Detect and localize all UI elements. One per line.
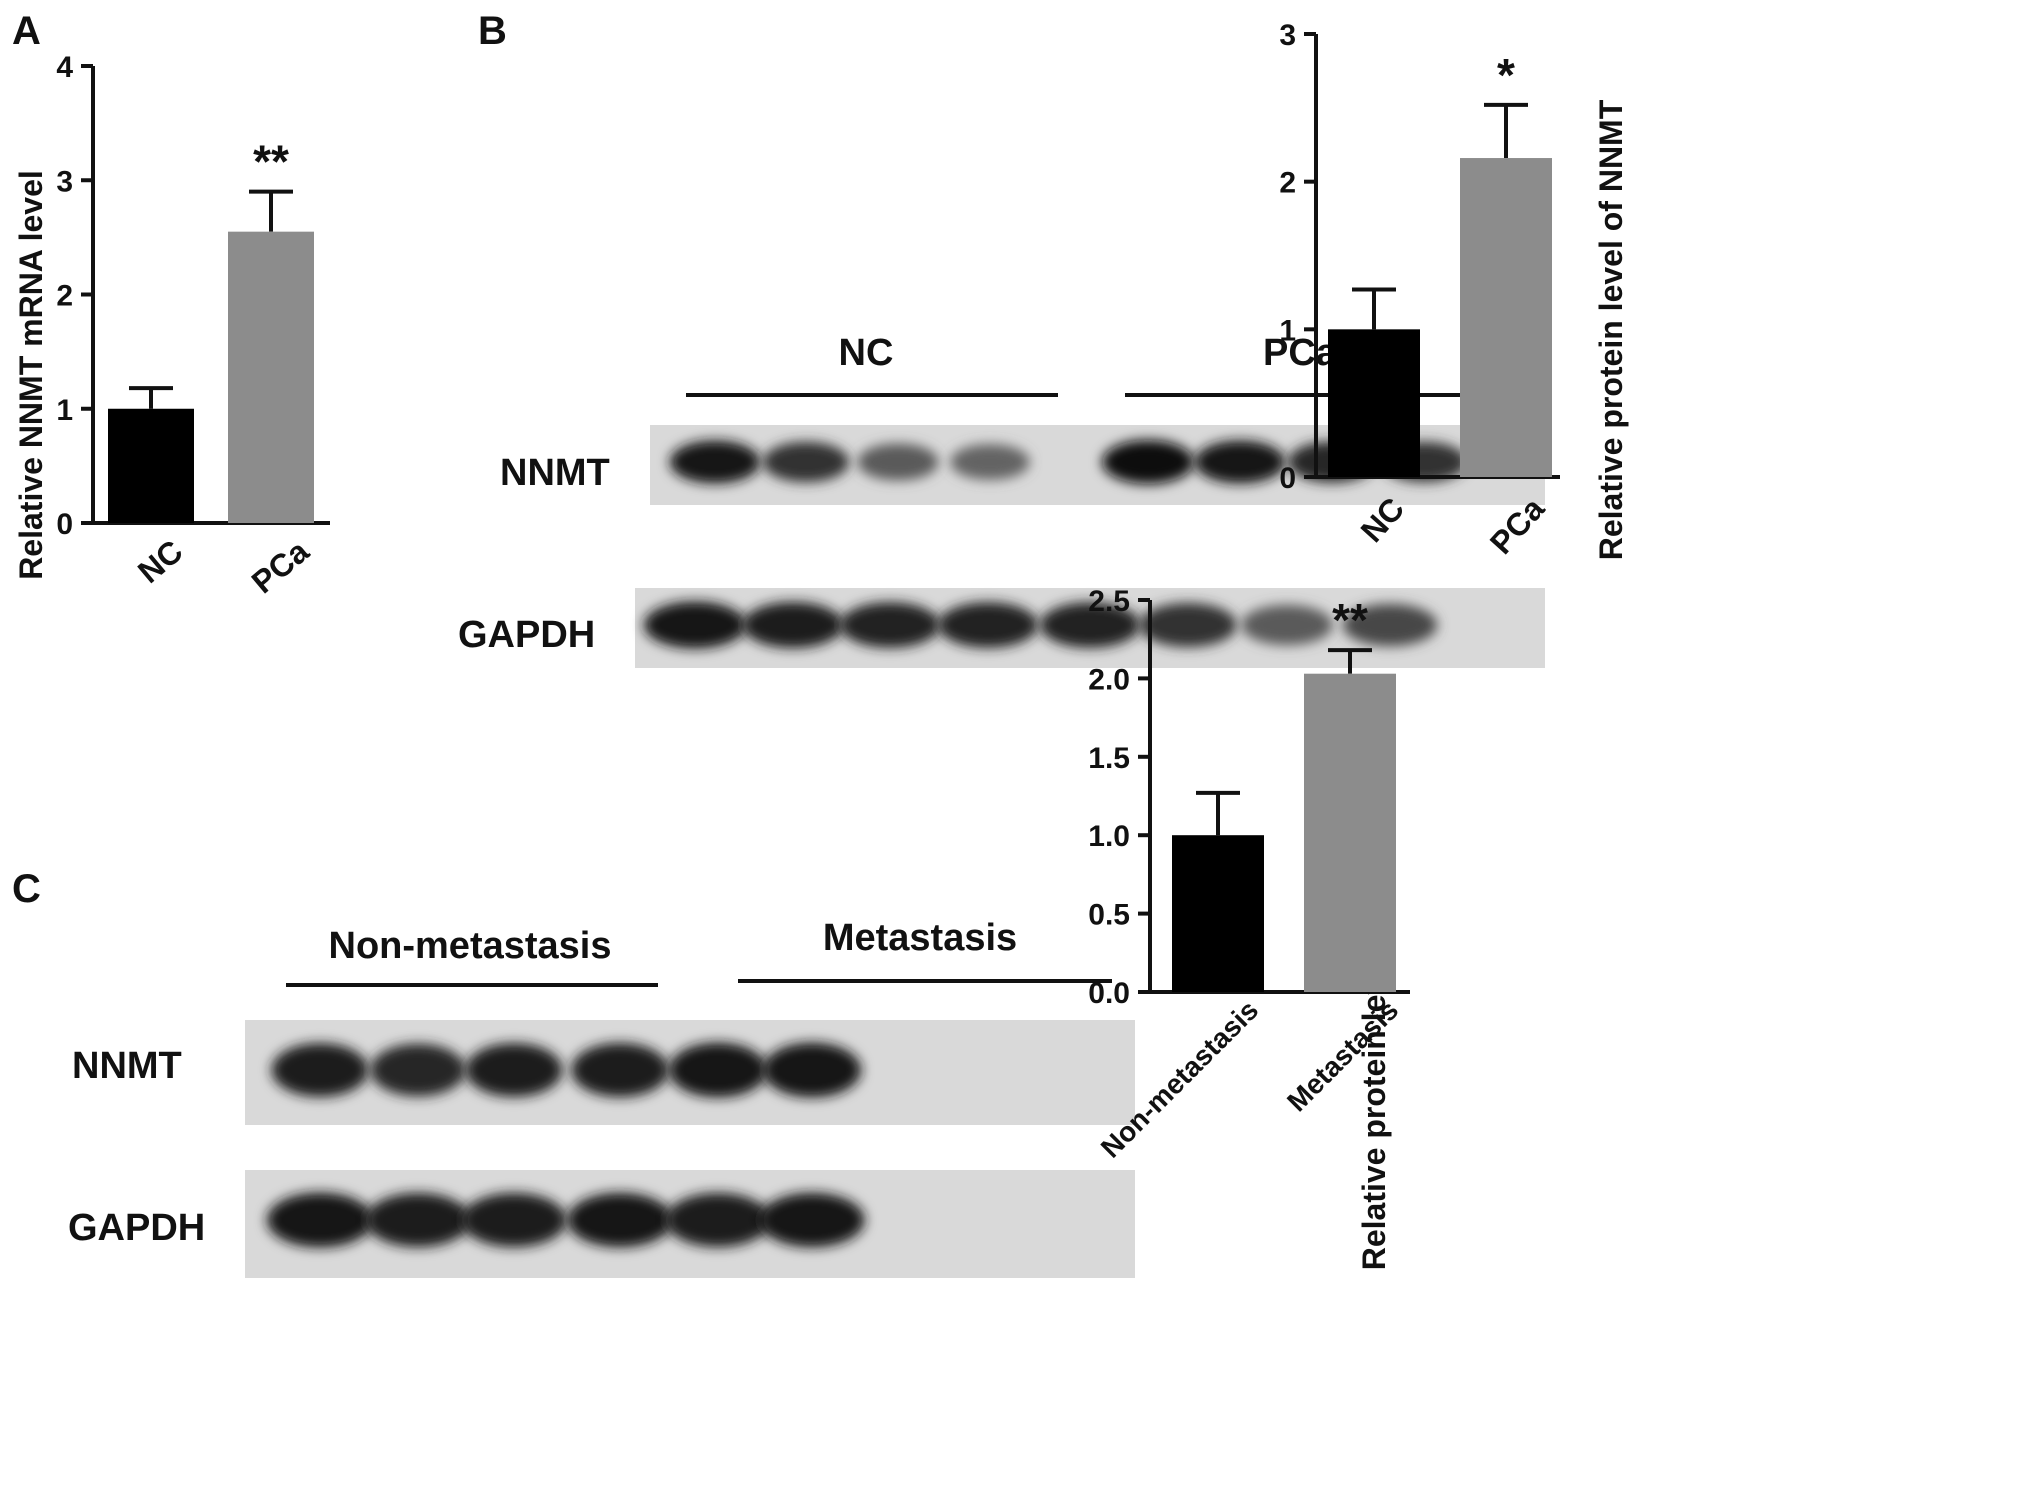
blot-c-nnmt-band bbox=[271, 1043, 369, 1097]
chart-a-y-tick-label: 0 bbox=[56, 508, 73, 541]
chart-b-y-tick-label: 1 bbox=[1279, 314, 1296, 347]
blot-b-row-label-nnmt: NNMT bbox=[500, 452, 610, 494]
blot-b-gapdh-band bbox=[643, 601, 747, 649]
blot-c-gapdh-band bbox=[665, 1192, 771, 1248]
blot-c-nnmt-band bbox=[762, 1042, 862, 1098]
blot-b-group-label-nc: NC bbox=[839, 332, 894, 374]
blot-b-gapdh-band bbox=[1139, 602, 1237, 648]
blot-c-nnmt-band bbox=[571, 1042, 669, 1098]
blot-b-gapdh-band bbox=[1241, 604, 1333, 646]
panel-letter-a: A bbox=[12, 9, 41, 53]
chart-a-category-label: PCa bbox=[245, 533, 316, 601]
blot-c-row-label-nnmt: NNMT bbox=[72, 1045, 182, 1087]
panel-letter-c: C bbox=[12, 867, 41, 911]
blot-c-nnmt-band bbox=[668, 1042, 768, 1098]
blot-b-gapdh-band bbox=[937, 602, 1039, 648]
blot-c-gapdh-band bbox=[266, 1192, 374, 1248]
blot-c-gapdh-band bbox=[567, 1192, 673, 1248]
blot-b-gapdh-band bbox=[742, 601, 844, 649]
chart-b-y-tick-label: 0 bbox=[1279, 462, 1296, 495]
blot-b-gapdh-bands bbox=[643, 601, 1438, 649]
chart-a-y-axis-label: Relative NNMT mRNA level bbox=[13, 170, 49, 580]
chart-a-significance-marker: ** bbox=[253, 136, 289, 188]
blot-b-gapdh-band bbox=[1039, 602, 1141, 648]
chart-b-y-tick-label: 3 bbox=[1279, 19, 1296, 52]
chart-c-y-tick-label: 2.0 bbox=[1088, 663, 1130, 696]
chart-a-bar-nc bbox=[108, 408, 194, 523]
blot-b-nnmt-band bbox=[1194, 440, 1286, 484]
chart-b-bar-nc bbox=[1328, 329, 1420, 477]
blot-c-nnmt-bands bbox=[271, 1042, 862, 1098]
blot-c-row-label-gapdh: GAPDH bbox=[68, 1207, 205, 1249]
chart-c-y-tick-label: 2.5 bbox=[1088, 585, 1130, 618]
chart-b-significance-marker: * bbox=[1497, 49, 1515, 101]
blot-c-gapdh-band bbox=[759, 1192, 865, 1248]
blot-b-nnmt-band bbox=[1102, 440, 1194, 484]
blot-b-row-label-gapdh: GAPDH bbox=[458, 614, 595, 656]
blot-b-gapdh-band bbox=[1342, 603, 1438, 647]
chart-a-bar-pca bbox=[228, 231, 314, 523]
chart-a-category-label: NC bbox=[131, 533, 190, 590]
chart-b-protein-bar-chart: Relative protein level of NNMT 0123NC*PC… bbox=[1279, 19, 1629, 561]
blot-c-nnmt-band bbox=[370, 1043, 466, 1097]
chart-c-y-tick-label: 1.0 bbox=[1088, 820, 1130, 853]
blot-b-group-label-pca: PCa bbox=[1263, 332, 1338, 374]
chart-a-y-tick-label: 4 bbox=[56, 51, 73, 84]
blot-c-group-label-non-metastasis: Non-metastasis bbox=[329, 925, 612, 967]
blot-c-gapdh-bands bbox=[266, 1192, 865, 1248]
western-blot-c: Non-metastasis Metastasis NNMT GAPDH bbox=[68, 917, 1135, 1278]
chart-c-bar-metastasis bbox=[1304, 673, 1396, 992]
chart-c-y-tick-label: 1.5 bbox=[1088, 742, 1130, 775]
chart-c-y-tick-label: 0.5 bbox=[1088, 899, 1130, 932]
chart-b-bar-pca bbox=[1460, 158, 1552, 478]
blot-b-nnmt-band bbox=[669, 440, 761, 484]
chart-c-y-tick-label: 0.0 bbox=[1088, 977, 1130, 1010]
chart-c-bar-non-metastasis bbox=[1172, 835, 1264, 992]
chart-a-y-tick-label: 2 bbox=[56, 280, 73, 313]
chart-b-y-axis-label: Relative protein level of NNMT bbox=[1593, 99, 1629, 560]
blot-c-gapdh-band bbox=[365, 1192, 471, 1248]
chart-c-metastasis-bar-chart: Relative protein level of NNMT 0.00.51.0… bbox=[1088, 585, 1410, 1270]
chart-b-y-tick-label: 2 bbox=[1279, 167, 1296, 200]
panel-letter-b: B bbox=[478, 9, 507, 53]
chart-a-y-tick-label: 3 bbox=[56, 165, 73, 198]
blot-b-nnmt-band bbox=[857, 443, 939, 481]
chart-a-mrna-bar-chart: Relative NNMT mRNA level 0 1 2 3 4 NC ** PCa bbox=[13, 51, 330, 600]
blot-c-group-label-metastasis: Metastasis bbox=[823, 917, 1017, 959]
blot-b-nnmt-band bbox=[762, 441, 850, 483]
chart-a-y-tick-label: 1 bbox=[56, 394, 73, 427]
blot-b-nnmt-band bbox=[950, 443, 1030, 481]
blot-c-gapdh-band bbox=[461, 1192, 567, 1248]
blot-c-nnmt-band bbox=[465, 1043, 563, 1097]
chart-c-significance-marker: ** bbox=[1332, 594, 1368, 646]
blot-b-gapdh-band bbox=[839, 602, 941, 648]
